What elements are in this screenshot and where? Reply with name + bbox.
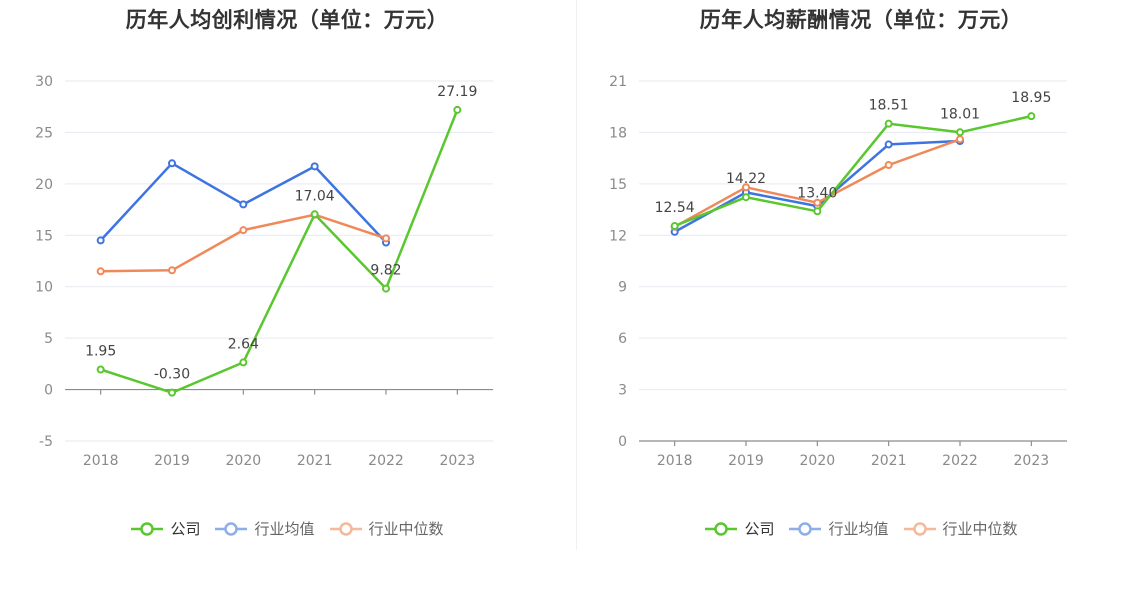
- data-point: [742, 193, 750, 202]
- x-tick-label: 2019: [728, 453, 764, 469]
- legend-line-marker-icon: [789, 521, 822, 536]
- x-tick-label: 2018: [83, 453, 119, 469]
- y-tick-label: 10: [35, 280, 53, 296]
- y-tick-label: 30: [35, 74, 53, 90]
- data-point: [310, 210, 319, 219]
- chart-legend: 公司 行业均值 行业中位数: [0, 518, 574, 539]
- chart-legend: 公司 行业均值 行业中位数: [574, 518, 1148, 539]
- legend-line-marker-icon: [131, 521, 164, 536]
- y-tick-label: 12: [609, 228, 627, 244]
- y-tick-label: 25: [35, 125, 53, 141]
- data-label: 14.22: [726, 171, 766, 187]
- x-tick-label: 2023: [440, 453, 476, 469]
- data-point: [1027, 112, 1036, 121]
- y-tick-label: 5: [44, 331, 53, 347]
- data-point: [813, 207, 822, 216]
- legend-item-industry-median[interactable]: 行业中位数: [329, 518, 444, 539]
- data-label: 12.54: [655, 200, 695, 216]
- data-point: [453, 105, 462, 114]
- data-label: 9.82: [370, 263, 401, 279]
- series-line: [674, 114, 1032, 228]
- legend-label: 行业中位数: [942, 520, 1018, 538]
- panel-divider: [576, 0, 577, 550]
- x-tick-label: 2022: [942, 453, 978, 469]
- data-point: [168, 388, 176, 397]
- data-point: [382, 284, 390, 293]
- data-label: 2.64: [228, 336, 259, 352]
- data-point: [239, 226, 248, 235]
- x-tick-label: 2023: [1014, 453, 1050, 469]
- y-tick-label: -5: [39, 434, 53, 450]
- y-tick-label: 0: [618, 434, 627, 450]
- data-label: 18.51: [869, 98, 909, 114]
- data-label: -0.30: [154, 367, 190, 383]
- data-point: [96, 365, 105, 374]
- data-label: 1.95: [85, 344, 116, 360]
- data-point: [884, 140, 893, 149]
- x-tick-label: 2020: [800, 453, 836, 469]
- legend-item-industry-avg[interactable]: 行业均值: [214, 518, 315, 539]
- y-tick-label: 20: [35, 177, 53, 193]
- legend-item-company[interactable]: 公司: [704, 518, 774, 539]
- salary-per-capita-chart: 0 3 6 9 12 15 18 21 2018 2019 2020 2021 2022 2023 12.5…: [609, 74, 1067, 469]
- legend-label: 行业均值: [254, 520, 315, 538]
- data-point: [813, 198, 822, 207]
- data-label: 27.19: [437, 84, 477, 100]
- data-point: [670, 222, 679, 231]
- data-point: [96, 267, 105, 276]
- salary-per-capita-chart-panel: 历年人均薪酬情况（单位：万元） 0 3 6 9 12 15 18 21 2018 2019 2020…: [574, 0, 1148, 589]
- data-point: [884, 161, 893, 169]
- data-point: [168, 266, 176, 275]
- data-label: 13.40: [797, 185, 837, 201]
- chart-title: 历年人均创利情况（单位：万元）: [125, 8, 449, 32]
- legend-item-industry-median[interactable]: 行业中位数: [903, 518, 1018, 539]
- legend-label: 公司: [744, 520, 775, 538]
- y-tick-label: 9: [618, 280, 627, 296]
- legend-line-marker-icon: [903, 521, 936, 536]
- x-tick-label: 2019: [154, 453, 190, 469]
- legend-line-marker-icon: [329, 521, 362, 536]
- x-tick-label: 2022: [368, 453, 404, 469]
- legend-line-marker-icon: [705, 521, 738, 536]
- data-point: [96, 236, 105, 245]
- y-tick-label: 6: [618, 331, 627, 347]
- x-tick-label: 2021: [297, 453, 333, 469]
- data-point: [310, 162, 319, 171]
- data-point: [239, 358, 248, 367]
- data-point: [956, 135, 964, 144]
- y-tick-label: 0: [44, 383, 53, 399]
- series-line: [100, 109, 459, 394]
- chart-title: 历年人均薪酬情况（单位：万元）: [699, 8, 1023, 32]
- x-tick-label: 2018: [657, 453, 693, 469]
- data-point: [168, 159, 176, 168]
- y-tick-label: 18: [609, 125, 627, 141]
- y-tick-label: 21: [609, 74, 627, 90]
- data-point: [884, 119, 893, 128]
- x-tick-label: 2020: [226, 453, 262, 469]
- data-label: 18.01: [940, 106, 980, 122]
- data-point: [956, 128, 964, 137]
- x-tick-label: 2021: [871, 453, 907, 469]
- data-label: 18.95: [1011, 90, 1051, 106]
- y-tick-label: 3: [618, 383, 627, 399]
- data-point: [742, 183, 750, 192]
- y-tick-label: 15: [35, 228, 53, 244]
- legend-item-industry-avg[interactable]: 行业均值: [788, 518, 889, 539]
- legend-line-marker-icon: [215, 521, 248, 536]
- profit-per-capita-chart: -5 0 5 10 15 20 25 30 2018 2019 2020 2021 2022 2023 1.…: [35, 74, 493, 469]
- legend-label: 公司: [170, 520, 201, 538]
- profit-per-capita-chart-panel: 历年人均创利情况（单位：万元） -5 0 5 10 15 20 25 30 2018 2019 20…: [0, 8, 574, 539]
- legend-label: 行业中位数: [368, 520, 444, 538]
- y-tick-label: 15: [609, 177, 627, 193]
- legend-label: 行业均值: [828, 520, 889, 538]
- legend-item-company[interactable]: 公司: [130, 518, 200, 539]
- data-label: 17.04: [295, 188, 335, 204]
- data-point: [382, 234, 390, 243]
- data-point: [239, 200, 248, 209]
